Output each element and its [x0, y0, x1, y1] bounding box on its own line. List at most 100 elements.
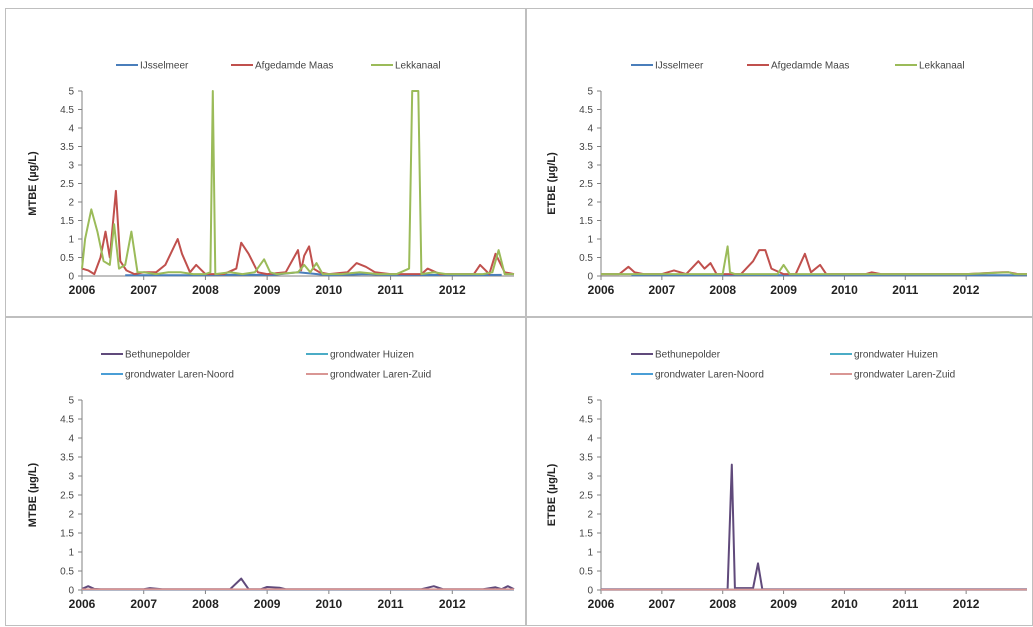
y-tick-label: 5	[68, 87, 74, 98]
legend-label: grondwater Laren-Zuid	[330, 370, 431, 381]
x-tick-label: 2009	[254, 283, 281, 297]
y-tick-label: 0	[587, 586, 593, 597]
y-tick-label: 4	[68, 434, 74, 445]
legend-label: grondwater Laren-Noord	[655, 370, 764, 381]
y-axis-label: MTBE (µg/L)	[27, 462, 39, 527]
series-line	[601, 250, 1027, 274]
y-tick-label: 2	[587, 198, 593, 209]
y-tick-label: 0.5	[579, 567, 593, 578]
chart-svg: 0 0.5 1 1.5 2 2.5 3 3.5 4 4.5 5 2006 2007 2008 2009 201…	[527, 318, 1033, 627]
x-tick-label: 2011	[892, 597, 918, 611]
y-tick-label: 3.5	[60, 453, 74, 464]
x-tick-label: 2007	[649, 597, 676, 611]
y-tick-label: 0	[587, 272, 593, 283]
x-tick-label: 2011	[378, 283, 404, 297]
legend-label: Afgedamde Maas	[255, 61, 333, 72]
y-tick-label: 0.5	[60, 567, 74, 578]
legend-label: Afgedamde Maas	[771, 61, 849, 72]
x-tick-label: 2012	[439, 283, 466, 297]
x-tick-label: 2010	[831, 597, 858, 611]
y-axis-label: MTBE (µg/L)	[27, 151, 39, 216]
y-tick-label: 3.5	[579, 142, 593, 153]
series-line	[82, 91, 514, 274]
x-tick-label: 2008	[192, 597, 219, 611]
x-tick-label: 2010	[831, 283, 858, 297]
y-tick-label: 2	[68, 510, 74, 521]
legend-label: grondwater Huizen	[330, 350, 414, 361]
legend-label: Lekkanaal	[395, 61, 441, 72]
y-axis-label: ETBE (µg/L)	[546, 463, 558, 526]
legend-label: grondwater Huizen	[854, 350, 938, 361]
y-tick-label: 4.5	[60, 415, 74, 426]
y-tick-label: 1	[68, 235, 74, 246]
legend-label: Bethunepolder	[655, 350, 721, 361]
legend-label: grondwater Laren-Noord	[125, 370, 234, 381]
y-tick-label: 4.5	[60, 105, 74, 116]
y-tick-label: 1	[587, 548, 593, 559]
legend-label: Bethunepolder	[125, 350, 191, 361]
y-tick-label: 5	[68, 396, 74, 407]
y-tick-label: 0.5	[579, 253, 593, 264]
x-tick-label: 2011	[892, 283, 918, 297]
legend-label: Lekkanaal	[919, 61, 965, 72]
chart-etbe-surface-water: 0 0.5 1 1.5 2 2.5 3 3.5 4 4.5 5 2006 2007 2008 2009 201…	[526, 8, 1033, 317]
y-tick-label: 2	[587, 510, 593, 521]
y-tick-label: 1	[587, 235, 593, 246]
x-tick-label: 2007	[130, 597, 157, 611]
x-tick-label: 2010	[316, 597, 343, 611]
y-tick-label: 3	[68, 472, 74, 483]
y-tick-label: 1.5	[60, 529, 74, 540]
y-axis-label: ETBE (µg/L)	[546, 152, 558, 215]
legend-label: grondwater Laren-Zuid	[854, 370, 955, 381]
y-tick-label: 2	[68, 198, 74, 209]
series-line	[601, 465, 1027, 590]
y-tick-label: 4	[587, 124, 593, 135]
y-tick-label: 0	[68, 272, 74, 283]
chart-svg: 0 0.5 1 1.5 2 2.5 3 3.5 4 4.5 5 2006 2007 2008 2009 201…	[527, 9, 1033, 318]
y-tick-label: 4.5	[579, 415, 593, 426]
series-line	[82, 579, 514, 590]
y-tick-label: 5	[587, 87, 593, 98]
x-tick-label: 2012	[953, 283, 980, 297]
y-tick-label: 3.5	[579, 453, 593, 464]
y-tick-label: 2.5	[60, 179, 74, 190]
x-tick-label: 2009	[770, 283, 797, 297]
x-tick-label: 2011	[378, 597, 404, 611]
x-tick-label: 2009	[770, 597, 797, 611]
y-tick-label: 2.5	[579, 491, 593, 502]
y-tick-label: 2.5	[579, 179, 593, 190]
y-tick-label: 1.5	[579, 529, 593, 540]
x-tick-label: 2006	[69, 597, 96, 611]
x-tick-label: 2012	[439, 597, 466, 611]
y-tick-label: 4	[587, 434, 593, 445]
y-tick-label: 3	[587, 472, 593, 483]
x-tick-label: 2007	[130, 283, 157, 297]
y-tick-label: 0.5	[60, 253, 74, 264]
y-tick-label: 4.5	[579, 105, 593, 116]
series-line	[82, 191, 514, 274]
x-tick-label: 2006	[69, 283, 96, 297]
y-tick-label: 1.5	[579, 216, 593, 227]
x-tick-label: 2009	[254, 597, 281, 611]
y-tick-label: 5	[587, 396, 593, 407]
x-tick-label: 2010	[316, 283, 343, 297]
x-tick-label: 2008	[709, 283, 736, 297]
x-tick-label: 2006	[588, 597, 615, 611]
y-tick-label: 3	[68, 161, 74, 172]
x-tick-label: 2007	[649, 283, 676, 297]
x-tick-label: 2008	[192, 283, 219, 297]
x-tick-label: 2006	[588, 283, 615, 297]
y-tick-label: 0	[68, 586, 74, 597]
y-tick-label: 3	[587, 161, 593, 172]
x-tick-label: 2008	[709, 597, 736, 611]
y-tick-label: 2.5	[60, 491, 74, 502]
x-tick-label: 2012	[953, 597, 980, 611]
y-tick-label: 3.5	[60, 142, 74, 153]
legend-label: IJsselmeer	[655, 61, 704, 72]
y-tick-label: 1.5	[60, 216, 74, 227]
